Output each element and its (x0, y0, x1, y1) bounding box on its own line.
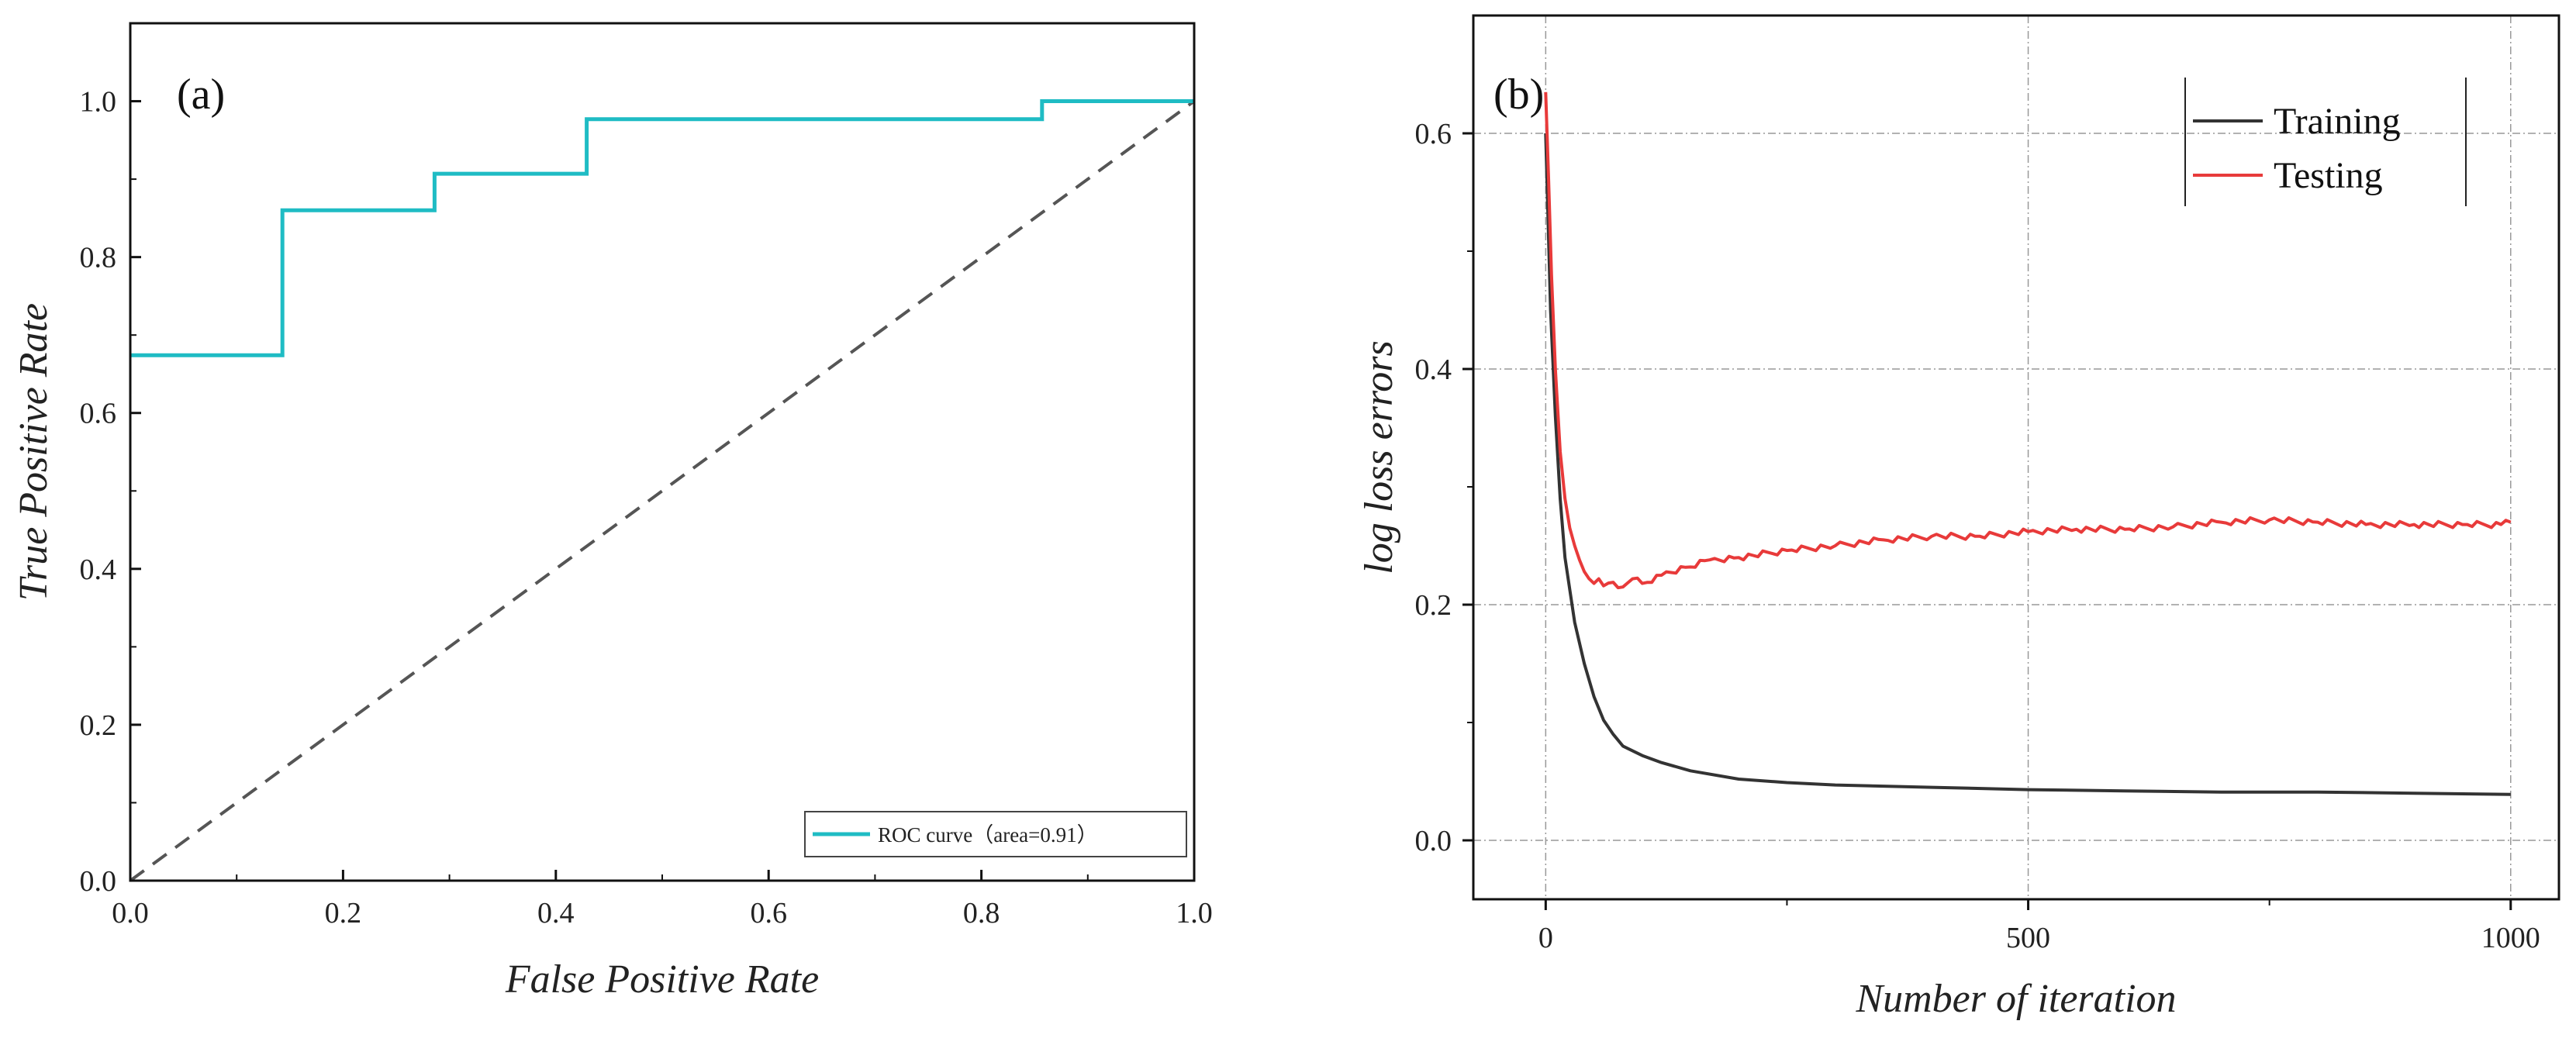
roc-x-tick-label: 0.0 (112, 897, 149, 929)
loss-chart: 0 500 1000 0.0 0.2 0.4 0.6 (b) Number of itera… (1357, 14, 2560, 1021)
loss-training-line (1544, 133, 2511, 796)
roc-plot-frame (129, 22, 1196, 882)
loss-y-tick-label: 0.4 (1415, 354, 1452, 386)
roc-legend: ROC curve（area=0.91） (804, 811, 1187, 857)
roc-y-tick-label: 0.8 (80, 242, 117, 274)
roc-chart: 0.0 0.2 0.4 0.6 0.8 1.0 0.0 0.2 0.4 0.6 0.8 1.0 (a)… (12, 22, 1213, 1002)
roc-legend-label: ROC curve（area=0.91） (878, 823, 1098, 847)
loss-x-tick-label: 500 (2006, 922, 2050, 954)
roc-x-tick-label: 0.4 (537, 897, 575, 929)
roc-x-tick-label: 0.8 (963, 897, 1000, 929)
loss-y-tick-label: 0.2 (1415, 589, 1452, 622)
loss-panel-label: (b) (1493, 71, 1544, 119)
roc-y-tick-label: 0.4 (80, 554, 117, 586)
roc-curve-line (130, 99, 1194, 357)
roc-x-tick-label: 1.0 (1176, 897, 1213, 929)
loss-plot-frame (1472, 14, 2560, 901)
loss-x-tick-label: 0 (1538, 922, 1553, 954)
loss-legend-label-testing: Testing (2274, 155, 2383, 196)
roc-y-axis-title: True Positive Rate (12, 303, 56, 601)
loss-legend: Training Testing (2184, 78, 2467, 206)
roc-y-tick-label: 0.2 (80, 709, 117, 742)
roc-x-tick-label: 0.2 (325, 897, 362, 929)
loss-legend-label-training: Training (2274, 101, 2401, 142)
roc-y-tick-label: 0.0 (80, 865, 117, 898)
roc-x-tick-label: 0.6 (750, 897, 787, 929)
roc-x-axis-title: False Positive Rate (505, 957, 819, 1002)
loss-x-axis-title: Number of iteration (1855, 977, 2176, 1021)
loss-y-tick-label: 0.0 (1415, 825, 1452, 857)
loss-y-axis-title: log loss errors (1357, 340, 1401, 574)
loss-y-tick-label: 0.6 (1415, 118, 1452, 150)
roc-chance-line (129, 99, 1196, 882)
roc-y-tick-label: 0.6 (80, 398, 117, 430)
loss-x-tick-label: 1000 (2481, 922, 2540, 954)
roc-y-tick-label: 1.0 (80, 86, 117, 119)
loss-testing-line (1544, 91, 2512, 590)
roc-panel-label: (a) (177, 71, 225, 119)
